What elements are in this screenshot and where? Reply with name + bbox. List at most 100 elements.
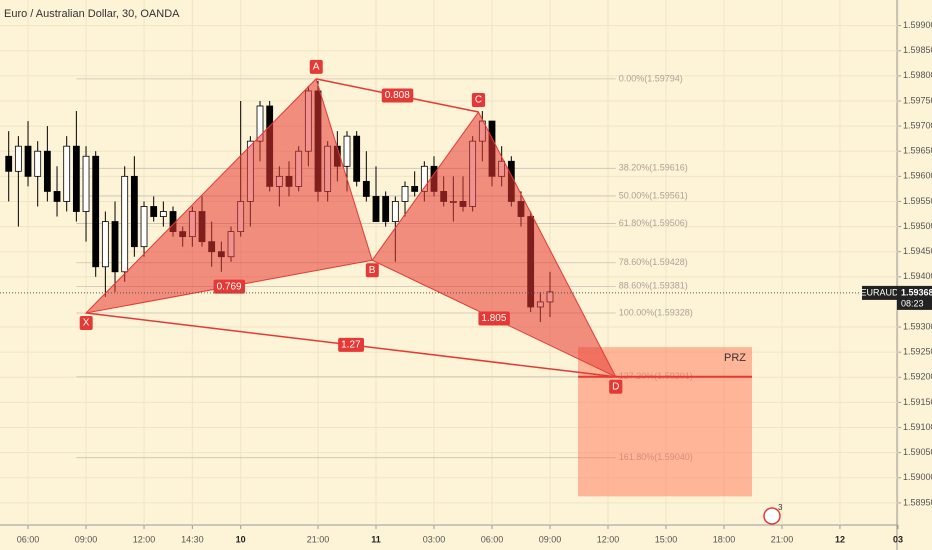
chart-title: Euro / Australian Dollar, 30, OANDA	[4, 8, 180, 20]
point-label-text: C	[475, 95, 482, 106]
ratio-label-box	[381, 88, 414, 103]
x-tick-label: 12	[835, 534, 845, 544]
candle-body	[43, 150, 51, 192]
y-tick-label: 1.59450	[903, 246, 932, 256]
y-tick-label: 1.59150	[903, 397, 932, 407]
fib-label: 0.00%(1.59794)	[619, 73, 683, 83]
point-label: D	[609, 379, 623, 394]
candle-body	[121, 175, 129, 273]
fib-label: 100.00%(1.59328)	[619, 307, 693, 317]
price-box	[897, 285, 932, 310]
ratio-label-text: 1.27	[341, 340, 361, 351]
candle-body	[150, 206, 158, 217]
fib-label: 88.60%(1.59381)	[619, 281, 688, 291]
y-tick-label: 1.59550	[903, 196, 932, 206]
point-label: C	[471, 93, 486, 108]
y-tick-label: 1.59900	[903, 20, 932, 30]
y-tick-label: 1.59050	[903, 447, 932, 457]
candle-body	[411, 185, 419, 192]
y-tick-label: 1.59100	[903, 422, 932, 432]
x-tick-label: 14:30	[181, 534, 204, 544]
y-tick-label: 1.59000	[903, 472, 932, 482]
point-label-text: A	[313, 62, 320, 73]
candle-body	[111, 221, 119, 273]
y-tick-label: 1.59750	[903, 95, 932, 105]
x-tick-label: 12:00	[133, 534, 156, 544]
candle-body	[401, 185, 409, 202]
candle-body	[343, 135, 351, 167]
point-label: X	[79, 315, 93, 330]
candle-body	[72, 145, 80, 212]
candle-body	[82, 155, 90, 212]
badge-count: 3	[778, 503, 783, 512]
x-tick-label: 21:00	[307, 534, 330, 544]
symbol-box	[862, 285, 897, 300]
y-tick-label: 1.59850	[903, 45, 932, 55]
y-tick-label: 1.59400	[903, 271, 932, 281]
countdown-label: 08:23	[901, 298, 924, 308]
y-tick-label: 1.59200	[903, 372, 932, 382]
y-tick-label: 1.59650	[903, 146, 932, 156]
candle-body	[24, 145, 32, 177]
y-tick-label: 1.59800	[903, 70, 932, 80]
ratio-label: 1.27	[338, 337, 365, 352]
y-tick-label: 1.59600	[903, 171, 932, 181]
candle-body	[372, 196, 380, 222]
point-label-box	[79, 315, 93, 330]
candle-body	[362, 180, 370, 197]
x-tick-label: 03	[893, 534, 903, 544]
fib-label: 61.80%(1.59506)	[619, 218, 688, 228]
candle-body	[140, 206, 148, 248]
ratio-label-box	[338, 337, 365, 352]
point-label: B	[365, 263, 379, 278]
ratio-label-text: 1.805	[481, 313, 506, 324]
x-tick-label: 18:00	[713, 534, 736, 544]
x-tick-label: 11	[371, 534, 381, 544]
candle-body	[92, 155, 100, 268]
candle-body	[382, 196, 390, 222]
price-label: 1.59368	[901, 287, 932, 297]
candle-body	[63, 145, 71, 202]
point-label: A	[309, 59, 323, 74]
ratio-label-text: 0.769	[217, 281, 242, 292]
y-tick-label: 1.59250	[903, 347, 932, 357]
point-label-box	[365, 263, 379, 278]
x-tick-label: 03:00	[423, 534, 446, 544]
point-label-text: D	[612, 381, 619, 392]
x-tick-label: 21:00	[771, 534, 794, 544]
candle-body	[353, 135, 361, 182]
candle-body	[5, 155, 13, 172]
candle-body	[391, 201, 399, 222]
fib-label: 38.20%(1.59616)	[619, 163, 688, 173]
ratio-label: 1.805	[478, 311, 510, 326]
point-label-text: X	[83, 318, 90, 329]
x-tick-label: 15:00	[655, 534, 678, 544]
fib-label: 78.60%(1.59428)	[619, 257, 688, 267]
pattern-bcd	[371, 111, 617, 378]
x-tick-label: 06:00	[17, 534, 40, 544]
point-label-box	[471, 93, 486, 108]
badge-icon[interactable]	[763, 507, 781, 525]
ratio-label: 0.808	[381, 88, 414, 103]
x-tick-label: 10	[236, 534, 246, 544]
candle-body	[34, 150, 42, 177]
candle-body	[101, 221, 109, 268]
fib-label: 50.00%(1.59561)	[619, 190, 688, 200]
point-label-text: B	[369, 265, 376, 276]
ratio-label-box	[478, 311, 510, 326]
candle-body	[53, 191, 61, 202]
point-label-box	[309, 59, 323, 74]
x-tick-label: 12:00	[597, 534, 620, 544]
symbol-label: EURAUD	[860, 287, 899, 297]
x-tick-label: 09:00	[75, 534, 98, 544]
ratio-label-box	[213, 279, 246, 294]
y-tick-label: 1.59500	[903, 221, 932, 231]
y-tick-label: 1.59700	[903, 120, 932, 130]
y-tick-label: 1.59300	[903, 321, 932, 331]
candle-body	[14, 145, 22, 172]
x-tick-label: 09:00	[539, 534, 562, 544]
candle-body	[159, 211, 167, 217]
